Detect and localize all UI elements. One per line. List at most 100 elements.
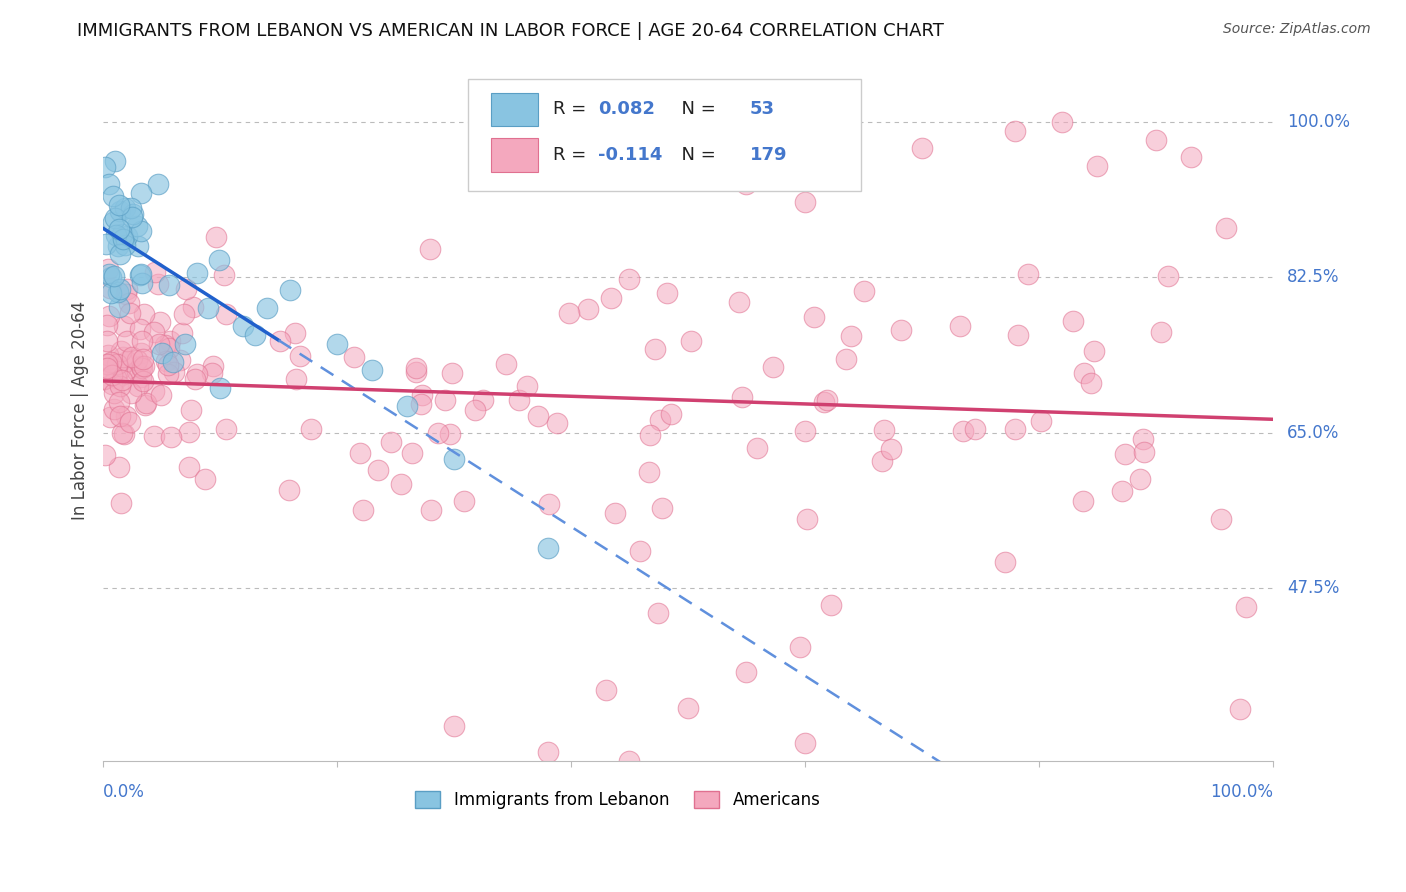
Point [105, 371, 128, 385]
Point [100, 355, 122, 369]
Point [443, 452, 465, 467]
Point [114, 238, 136, 252]
Point [100, 270, 122, 285]
Point [208, 252, 231, 267]
Point [118, 295, 141, 310]
Text: 47.5%: 47.5% [1286, 579, 1339, 597]
Text: 100.0%: 100.0% [1286, 112, 1350, 131]
Point [105, 357, 128, 371]
Point [143, 325, 166, 339]
Point [163, 365, 186, 379]
Point [1083, 344, 1105, 359]
Point [129, 369, 152, 384]
Point [132, 359, 155, 373]
Point [361, 363, 384, 377]
Point [204, 229, 226, 244]
Point [731, 390, 754, 404]
Point [129, 322, 152, 336]
Point [576, 301, 599, 316]
Point [605, 506, 627, 520]
Point [94, 448, 117, 462]
Point [135, 396, 157, 410]
Point [464, 402, 486, 417]
Point [209, 381, 232, 395]
Point [148, 177, 170, 191]
Point [1080, 376, 1102, 391]
Point [150, 345, 173, 359]
Point [103, 211, 125, 225]
Point [793, 736, 815, 750]
Point [129, 268, 152, 282]
Point [170, 326, 193, 340]
Point [965, 422, 987, 436]
Point [100, 368, 122, 383]
Point [411, 397, 433, 411]
Point [180, 402, 202, 417]
Point [215, 422, 238, 436]
Point [112, 426, 135, 441]
Point [1215, 221, 1237, 235]
Point [111, 227, 134, 241]
Point [453, 493, 475, 508]
Point [1229, 702, 1251, 716]
Point [107, 285, 129, 299]
Point [174, 282, 197, 296]
Point [108, 222, 131, 236]
Point [735, 177, 758, 191]
Point [108, 301, 131, 315]
Point [1133, 445, 1156, 459]
Point [949, 319, 972, 334]
Point [94, 160, 117, 174]
Point [326, 336, 349, 351]
Point [127, 239, 149, 253]
Point [853, 285, 876, 299]
Point [278, 483, 301, 497]
Point [911, 141, 934, 155]
Point [100, 356, 122, 370]
Point [420, 502, 443, 516]
Point [1234, 600, 1257, 615]
Point [1029, 414, 1052, 428]
Point [125, 219, 148, 233]
Point [994, 555, 1017, 569]
Point [197, 301, 219, 316]
Point [1007, 328, 1029, 343]
Point [101, 376, 124, 391]
Point [1180, 150, 1202, 164]
Point [111, 425, 134, 440]
Text: Source: ZipAtlas.com: Source: ZipAtlas.com [1223, 22, 1371, 37]
Text: 0.0%: 0.0% [103, 783, 145, 801]
Point [125, 364, 148, 378]
Point [380, 435, 402, 450]
Point [160, 430, 183, 444]
Point [619, 754, 641, 768]
Text: 82.5%: 82.5% [1286, 268, 1340, 286]
Point [1150, 326, 1173, 340]
Point [108, 460, 131, 475]
Point [728, 294, 751, 309]
Point [173, 307, 195, 321]
Point [815, 392, 838, 407]
Point [169, 352, 191, 367]
Point [98, 177, 121, 191]
Point [162, 354, 184, 368]
Point [343, 350, 366, 364]
Text: 65.0%: 65.0% [1286, 424, 1339, 442]
Point [186, 368, 208, 382]
Point [793, 194, 815, 209]
Point [1144, 132, 1167, 146]
Point [676, 700, 699, 714]
Point [536, 541, 558, 555]
Point [96, 318, 118, 332]
Point [1073, 366, 1095, 380]
Point [495, 357, 517, 371]
Point [111, 373, 134, 387]
Text: 100.0%: 100.0% [1209, 783, 1272, 801]
Point [1085, 159, 1108, 173]
Point [803, 310, 825, 324]
Point [890, 323, 912, 337]
Point [100, 286, 122, 301]
Point [120, 306, 142, 320]
Point [108, 379, 131, 393]
Point [619, 272, 641, 286]
